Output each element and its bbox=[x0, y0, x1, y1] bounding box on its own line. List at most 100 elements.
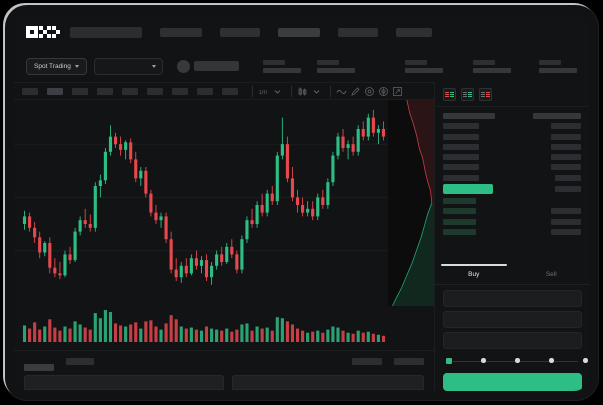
fullscreen-icon[interactable] bbox=[392, 86, 403, 97]
orders-action-1[interactable] bbox=[394, 358, 424, 365]
candlestick-chart[interactable] bbox=[14, 100, 434, 306]
candlestick-svg bbox=[14, 110, 390, 285]
last-price-pill bbox=[443, 184, 493, 195]
timeframe-0[interactable] bbox=[22, 87, 38, 95]
slider-step-3[interactable] bbox=[549, 358, 554, 363]
slider-handle[interactable] bbox=[445, 356, 453, 365]
tab-buy[interactable]: Buy bbox=[435, 264, 513, 284]
orderbook-ask-row[interactable] bbox=[443, 122, 581, 130]
amount-input[interactable] bbox=[443, 311, 582, 328]
orderbook-ask-row[interactable] bbox=[443, 143, 581, 151]
buy-submit-label bbox=[443, 373, 444, 374]
stat-label bbox=[473, 59, 495, 65]
orders-action-0[interactable] bbox=[352, 358, 382, 365]
market-stat-0 bbox=[263, 59, 301, 73]
timeframe-7[interactable] bbox=[197, 87, 213, 95]
orderbook-rows[interactable] bbox=[435, 107, 589, 284]
nav-item-2[interactable] bbox=[278, 27, 320, 37]
nav-item-0[interactable] bbox=[160, 27, 202, 37]
chart-toolbar: 1m bbox=[14, 82, 434, 100]
chevron-down-icon bbox=[74, 64, 79, 68]
timeframe-5[interactable] bbox=[147, 87, 163, 95]
orders-list-left bbox=[24, 375, 224, 390]
settings-icon[interactable] bbox=[378, 86, 389, 97]
slider-step-4[interactable] bbox=[583, 358, 588, 363]
global-search-input[interactable] bbox=[70, 26, 142, 38]
timeframe-2[interactable] bbox=[72, 87, 88, 95]
last-price-display bbox=[194, 61, 239, 71]
orderbook-ask-row[interactable] bbox=[443, 163, 581, 171]
nav-item-3[interactable] bbox=[338, 27, 378, 37]
orderbook-bid-row[interactable] bbox=[443, 207, 581, 215]
pair-select-dropdown[interactable] bbox=[93, 57, 164, 75]
trading-mode-dropdown[interactable]: Spot Trading bbox=[26, 57, 87, 75]
pencil-icon[interactable] bbox=[350, 86, 361, 97]
orderbook-ask-row[interactable] bbox=[443, 174, 581, 182]
stat-label bbox=[317, 59, 339, 65]
trading-app: Spot Trading bbox=[14, 14, 589, 391]
top-navigation-bar bbox=[14, 14, 589, 50]
orderbook-bid-row[interactable] bbox=[443, 218, 581, 226]
bottom-tab-0[interactable] bbox=[24, 364, 54, 371]
orderbook-last-price bbox=[443, 184, 581, 195]
timeframe-8[interactable] bbox=[222, 87, 238, 95]
stat-value bbox=[317, 67, 355, 73]
buy-sell-tabs: Buy Sell bbox=[435, 264, 590, 285]
volume-svg bbox=[22, 310, 386, 342]
stat-value bbox=[263, 67, 301, 73]
market-stat-3 bbox=[473, 59, 511, 73]
magnet-icon[interactable] bbox=[364, 86, 375, 97]
depth-chart-overlay bbox=[388, 100, 434, 306]
orders-panel bbox=[14, 350, 434, 391]
interval-icon[interactable]: 1m bbox=[258, 86, 269, 97]
amount-percent-slider[interactable] bbox=[445, 355, 588, 369]
toolbar-divider bbox=[252, 85, 253, 97]
timeframe-1[interactable] bbox=[47, 87, 63, 95]
orders-list-right bbox=[232, 375, 424, 390]
chevron-down-icon[interactable] bbox=[272, 86, 283, 97]
tab-buy-label: Buy bbox=[468, 271, 480, 278]
chevron-down-icon bbox=[152, 64, 157, 68]
orderbook-bid-row[interactable] bbox=[443, 197, 581, 205]
indicator-wave-icon[interactable] bbox=[336, 86, 347, 97]
device-frame: Spot Trading bbox=[5, 5, 598, 400]
volume-histogram bbox=[14, 306, 434, 348]
stat-label bbox=[263, 59, 285, 65]
orderbook-both-icon[interactable] bbox=[443, 88, 456, 101]
chevron-down-icon[interactable] bbox=[311, 86, 322, 97]
pair-avatar bbox=[177, 59, 191, 73]
stat-label bbox=[405, 59, 427, 65]
orderbook-bids-icon[interactable] bbox=[461, 88, 474, 101]
bottom-tab-1[interactable] bbox=[66, 358, 94, 365]
orderbook-and-order-panel: Buy Sell bbox=[434, 82, 589, 391]
tab-sell[interactable]: Sell bbox=[513, 265, 590, 284]
orderbook-ask-row[interactable] bbox=[443, 153, 581, 161]
okx-logo[interactable] bbox=[26, 26, 60, 38]
stat-label bbox=[539, 59, 561, 65]
market-stat-1 bbox=[317, 59, 355, 73]
slider-step-1[interactable] bbox=[481, 358, 486, 363]
orderbook-header bbox=[443, 112, 581, 120]
nav-item-4[interactable] bbox=[396, 27, 432, 37]
slider-track bbox=[449, 361, 578, 362]
orderbook-col-amount bbox=[533, 113, 581, 119]
timeframe-3[interactable] bbox=[97, 87, 113, 95]
buy-submit-button[interactable] bbox=[443, 373, 582, 391]
orderbook-bid-row[interactable] bbox=[443, 228, 581, 236]
timeframe-4[interactable] bbox=[122, 87, 138, 95]
svg-text:1m: 1m bbox=[259, 90, 267, 96]
market-stat-4 bbox=[539, 59, 577, 73]
nav-item-1[interactable] bbox=[220, 27, 260, 37]
candle-type-icon[interactable] bbox=[297, 86, 308, 97]
toolbar-divider bbox=[330, 85, 331, 97]
trading-mode-label: Spot Trading bbox=[34, 62, 71, 70]
timeframe-6[interactable] bbox=[172, 87, 188, 95]
orderbook-asks-icon[interactable] bbox=[479, 88, 492, 101]
orderbook-ask-row[interactable] bbox=[443, 133, 581, 141]
stat-value bbox=[473, 67, 511, 73]
price-input[interactable] bbox=[443, 290, 582, 307]
stat-value bbox=[405, 67, 443, 73]
order-entry-form bbox=[435, 286, 589, 391]
slider-step-2[interactable] bbox=[515, 358, 520, 363]
total-input[interactable] bbox=[443, 332, 582, 349]
